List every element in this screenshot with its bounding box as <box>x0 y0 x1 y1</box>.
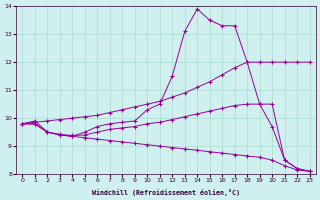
X-axis label: Windchill (Refroidissement éolien,°C): Windchill (Refroidissement éolien,°C) <box>92 189 240 196</box>
